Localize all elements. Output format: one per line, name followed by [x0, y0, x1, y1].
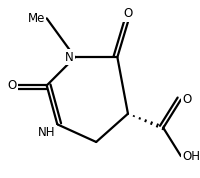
Text: O: O [183, 93, 192, 106]
Text: NH: NH [38, 126, 56, 139]
Text: Me: Me [28, 12, 45, 25]
Text: O: O [7, 79, 17, 92]
Text: N: N [64, 51, 73, 64]
Text: O: O [123, 7, 133, 20]
Text: OH: OH [183, 150, 200, 163]
